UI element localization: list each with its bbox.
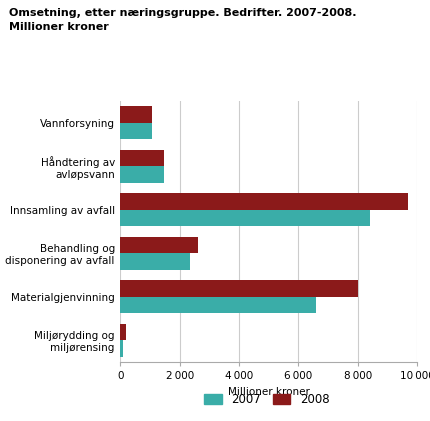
Bar (120, 166, 164, 183)
Legend: 2007, 2008: 2007, 2008 (199, 389, 334, 411)
Bar (120, 297, 316, 313)
Bar (120, 324, 126, 340)
Bar (120, 106, 151, 123)
Bar (120, 340, 123, 357)
Bar (120, 193, 408, 210)
Bar (120, 150, 164, 166)
X-axis label: Millioner kroner: Millioner kroner (228, 386, 310, 397)
Bar (120, 280, 358, 297)
Bar (120, 210, 370, 226)
Text: Omsetning, etter næringsgruppe. Bedrifter. 2007-2008.
Millioner kroner: Omsetning, etter næringsgruppe. Bedrifte… (9, 8, 356, 32)
Bar (120, 253, 190, 270)
Bar (120, 237, 197, 253)
Bar (120, 123, 151, 139)
